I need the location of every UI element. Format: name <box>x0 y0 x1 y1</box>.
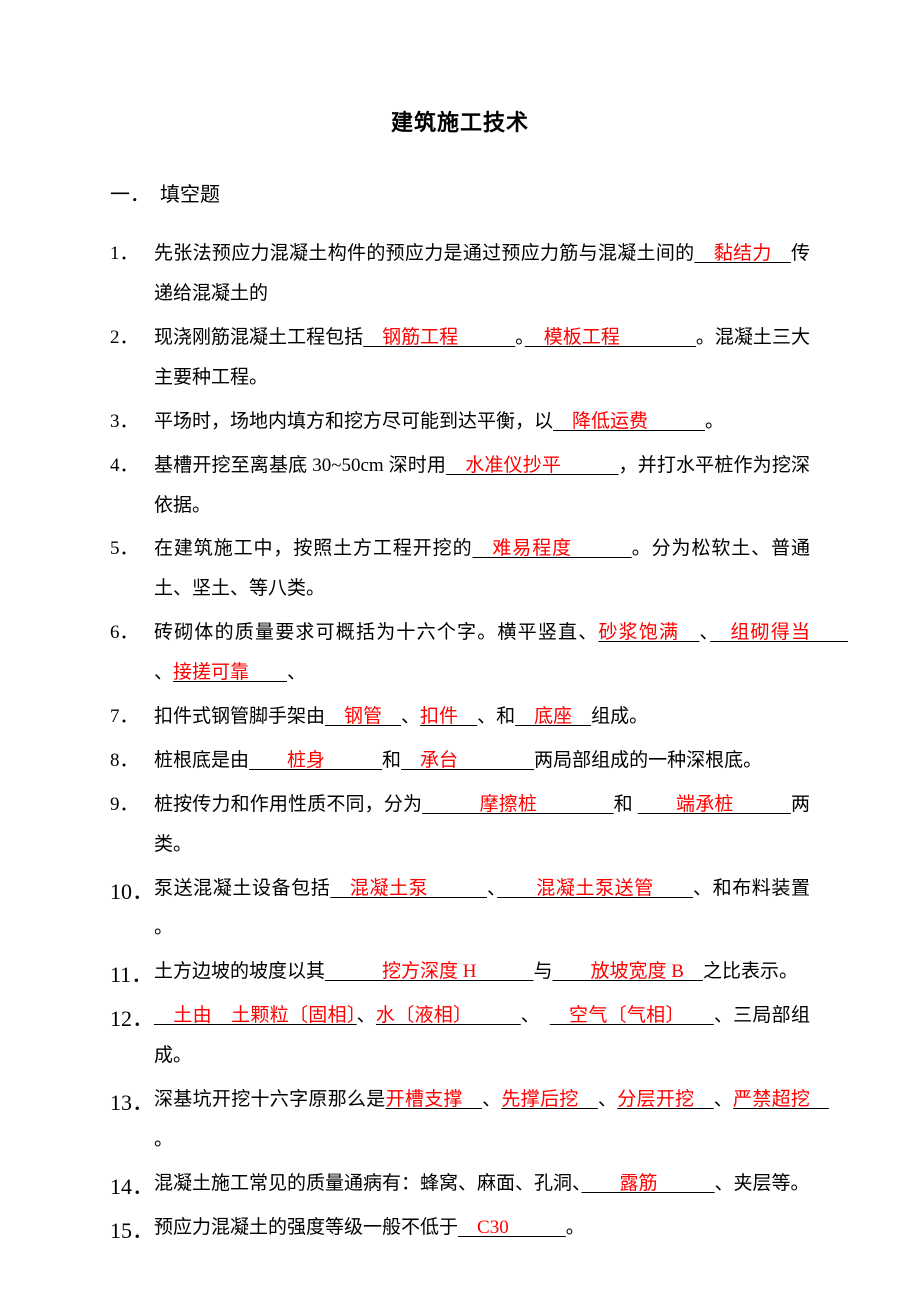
question-text: 在建筑施工中，按照土方工程开挖的 <box>154 538 472 559</box>
question-item: 13．深基坑开挖十六字原那么是开槽支撑 、先撑后挖 、分层开挖 、严禁超挖 。 <box>110 1080 810 1160</box>
question-number: 9． <box>110 785 139 825</box>
question-text: 、 <box>714 1089 733 1110</box>
question-text: 现浇刚筋混凝土工程包括 <box>154 327 363 348</box>
section-heading: 一． 填空题 <box>110 174 810 216</box>
question-text: 与 <box>534 961 553 982</box>
question-text: 组成。 <box>591 706 648 727</box>
question-text: 深基坑开挖十六字原那么是 <box>154 1089 386 1110</box>
answer-blank: 先撑后挖 <box>501 1089 598 1110</box>
question-number: 10． <box>110 869 154 915</box>
answer-blank: 模板工程 <box>525 327 696 348</box>
document-page: 建筑施工技术 一． 填空题 1． 先张法预应力混凝土构件的预应力是通过预应力筋与混… <box>0 0 920 1312</box>
question-item: 14．混凝土施工常见的质量通病有：蜂窝、麻面、孔洞、 露筋 、夹层等。 <box>110 1164 810 1204</box>
question-number: 7． <box>110 697 139 737</box>
question-text: 之比表示。 <box>703 961 798 982</box>
question-item: 3． 平场时，场地内填方和挖方尽可能到达平衡，以 降低运费 。 <box>110 402 810 442</box>
answer-blank: 难易程度 <box>472 538 631 559</box>
answer-blank: 降低运费 <box>553 411 705 432</box>
answer-blank: 分层开挖 <box>617 1089 714 1110</box>
answer-blank: 底座 <box>515 706 591 727</box>
answer-blank: 土由 土颗粒〔固相〕 <box>154 1005 357 1026</box>
answer-blank: 摩擦桩 <box>422 794 614 815</box>
question-number: 11． <box>110 952 153 998</box>
answer-blank: 桩身 <box>249 750 382 771</box>
answer-blank: 水〔液相〕 <box>376 1005 521 1026</box>
question-number: 12． <box>110 996 154 1042</box>
question-text: 、 <box>401 706 420 727</box>
answer-blank: 钢管 <box>325 706 401 727</box>
answer-blank: 黏结力 <box>694 243 791 264</box>
question-number: 8． <box>110 741 139 781</box>
answer-blank: 混凝土泵送管 <box>497 878 693 899</box>
question-text: 平场时，场地内填方和挖方尽可能到达平衡，以 <box>154 411 553 432</box>
question-number: 2． <box>110 318 139 358</box>
answer-blank: 砂浆饱满 <box>598 622 699 643</box>
answer-blank: 承台 <box>401 750 534 771</box>
answer-blank: 接搓可靠 <box>173 662 287 683</box>
question-text: 。 <box>705 411 724 432</box>
question-item: 9．桩按传力和作用性质不同，分为 摩擦桩 和 端承桩 两类。 <box>110 785 810 865</box>
question-number: 3． <box>110 402 139 442</box>
question-number: 14． <box>110 1164 154 1210</box>
answer-blank: C30 <box>458 1217 566 1238</box>
question-text: 土方边坡的坡度以其 <box>154 961 325 982</box>
question-number: 13． <box>110 1080 154 1126</box>
question-text: 、 <box>699 622 710 643</box>
question-text: 、 <box>154 662 173 683</box>
question-number: 4． <box>110 446 139 486</box>
answer-blank: 水准仪抄平 <box>446 455 618 476</box>
answer-blank: 挖方深度 H <box>325 961 533 982</box>
question-number: 1． <box>110 234 139 274</box>
question-text: 、 <box>598 1089 617 1110</box>
question-list: 1．先张法预应力混凝土构件的预应力是通过预应力筋与混凝土间的 黏结力 传递给混凝… <box>110 234 810 1247</box>
answer-blank: 钢筋工程 <box>363 327 515 348</box>
question-number: 5． <box>110 529 139 569</box>
question-text: 、 <box>482 1089 501 1110</box>
question-item: 8． 桩根底是由 桩身 和 承台 两局部组成的一种深根底。 <box>110 741 810 781</box>
question-text: 桩根底是由 <box>154 750 249 771</box>
question-text: 、和 <box>477 706 515 727</box>
question-text: 预应力混凝土的强度等级一般不低于 <box>154 1217 458 1238</box>
answer-blank: 露筋 <box>582 1173 715 1194</box>
question-text: 、 <box>487 878 497 899</box>
question-text: 、 <box>521 1005 550 1026</box>
question-text: 扣件式钢管脚手架由 <box>154 706 325 727</box>
answer-blank: 扣件 <box>420 706 477 727</box>
question-text: 砖砌体的质量要求可概括为十六个字。横平竖直、 <box>154 622 598 643</box>
question-item: 5．在建筑施工中，按照土方工程开挖的 难易程度 。分为松软土、普通土、坚土、等八… <box>110 529 810 609</box>
question-item: 7． 扣件式钢管脚手架由 钢管 、扣件 、和 底座 组成。 <box>110 697 810 737</box>
question-text: 和 <box>382 750 401 771</box>
answer-blank: 放坡宽度 B <box>553 961 703 982</box>
question-item: 15．预应力混凝土的强度等级一般不低于 C30 。 <box>110 1208 810 1248</box>
question-item: 4．基槽开挖至离基底 30~50cm 深时用 水准仪抄平 ，并打水平桩作为挖深依… <box>110 446 810 526</box>
answer-blank: 混凝土泵 <box>330 878 487 899</box>
question-text: 泵送混凝土设备包括 <box>154 878 330 899</box>
question-text: 、 <box>357 1005 376 1026</box>
question-text: 。 <box>515 327 525 348</box>
question-item: 12． 土由 土颗粒〔固相〕、水〔液相〕 、 空气〔气相〕 、三局部组成。 <box>110 996 810 1076</box>
question-number: 15． <box>110 1208 154 1254</box>
question-item: 10．泵送混凝土设备包括 混凝土泵 、 混凝土泵送管 、和布料装置 。 <box>110 869 810 949</box>
answer-blank: 组砌得当 <box>710 622 848 643</box>
question-text: 先张法预应力混凝土构件的预应力是通过预应力筋与混凝土间的 <box>154 243 694 264</box>
question-item: 11．土方边坡的坡度以其 挖方深度 H 与 放坡宽度 B 之比表示。 <box>110 952 810 992</box>
question-text: 。 <box>154 1129 173 1150</box>
answer-blank: 严禁超挖 <box>733 1089 829 1110</box>
question-text: 基槽开挖至离基底 30~50cm 深时用 <box>154 455 446 476</box>
question-text: 和 <box>614 794 638 815</box>
question-text: 。 <box>566 1217 585 1238</box>
answer-blank: 开槽支撑 <box>386 1089 483 1110</box>
answer-blank: 空气〔气相〕 <box>550 1005 714 1026</box>
question-text: 桩按传力和作用性质不同，分为 <box>154 794 422 815</box>
question-text: 两局部组成的一种深根底。 <box>534 750 762 771</box>
question-number: 6． <box>110 613 139 653</box>
page-title: 建筑施工技术 <box>110 100 810 146</box>
answer-blank: 端承桩 <box>638 794 791 815</box>
question-text: 、夹层等。 <box>715 1173 810 1194</box>
question-item: 6．砖砌体的质量要求可概括为十六个字。横平竖直、砂浆饱满 、 组砌得当 、接搓可… <box>110 613 810 693</box>
question-text: 混凝土施工常见的质量通病有：蜂窝、麻面、孔洞、 <box>154 1173 582 1194</box>
question-text: 、 <box>287 662 306 683</box>
question-item: 1．先张法预应力混凝土构件的预应力是通过预应力筋与混凝土间的 黏结力 传递给混凝… <box>110 234 810 314</box>
question-item: 2．现浇刚筋混凝土工程包括 钢筋工程 。 模板工程 。混凝土三大主要种工程。 <box>110 318 810 398</box>
